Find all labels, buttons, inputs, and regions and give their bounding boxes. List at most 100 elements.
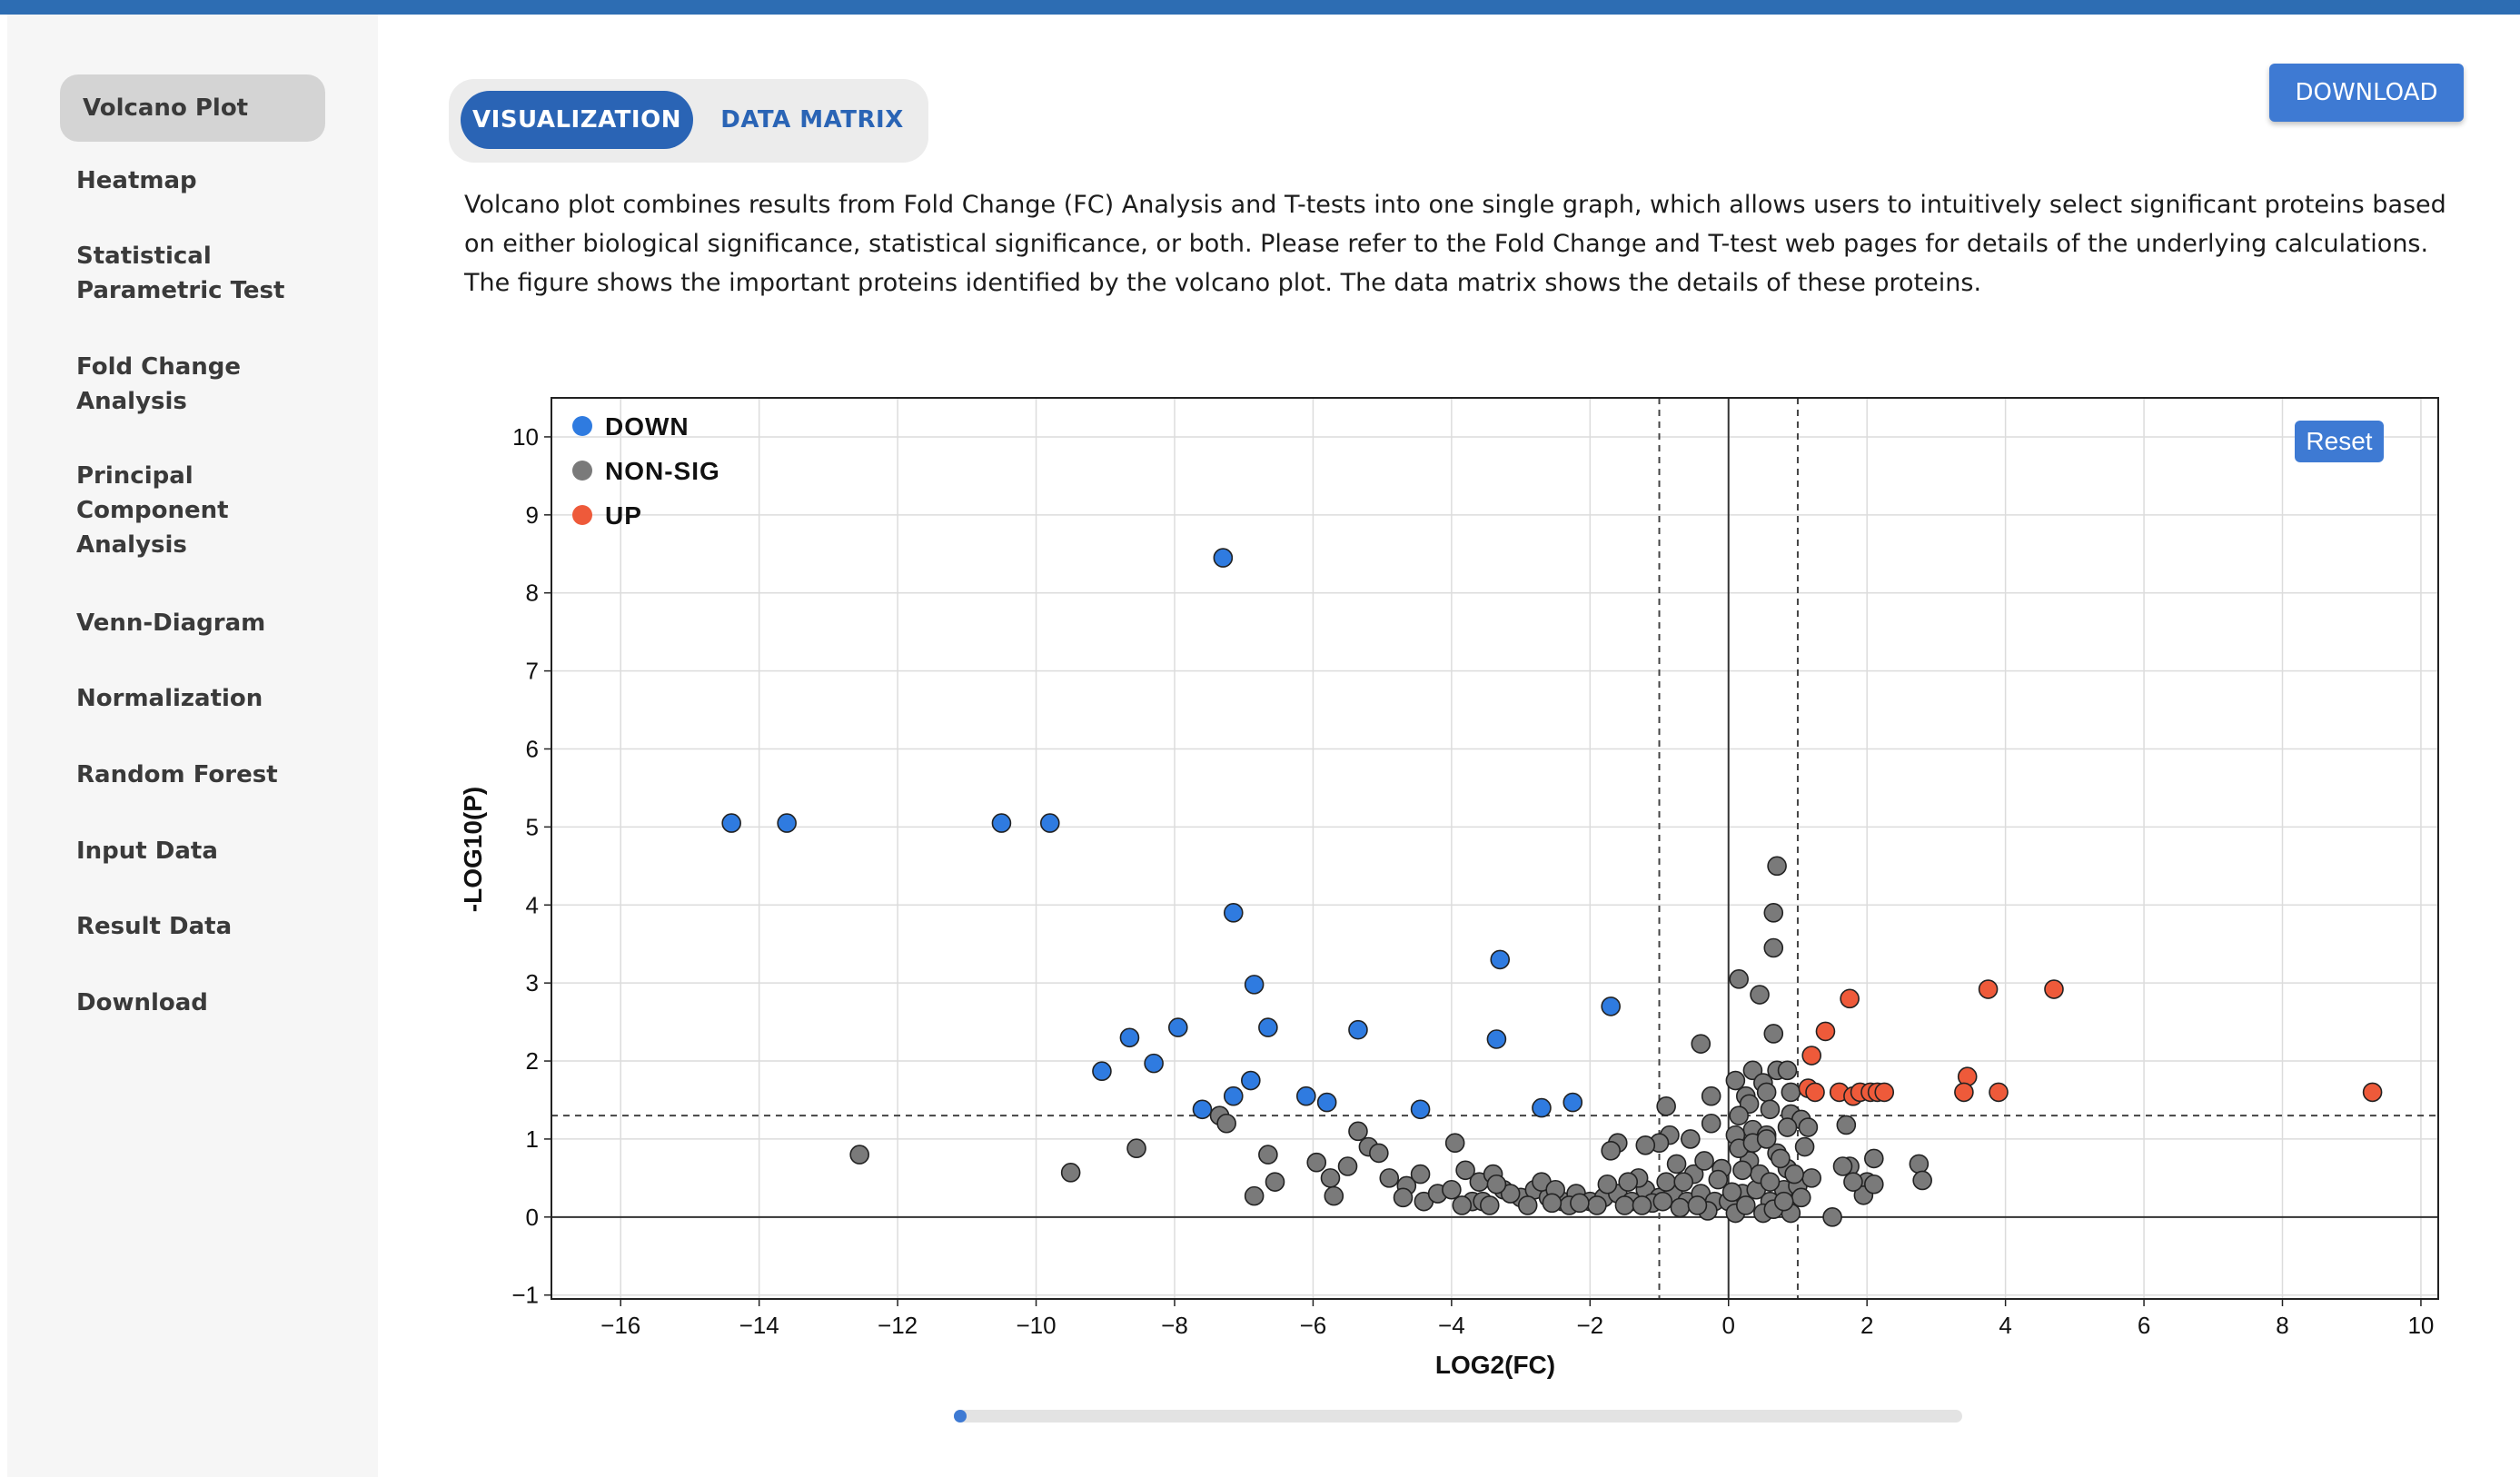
data-point-non-sig (1798, 1117, 1819, 1137)
sidebar-item-venn-diagram[interactable]: Venn-Diagram (76, 606, 342, 640)
reference-lines (551, 398, 2438, 1299)
data-point-non-sig (1777, 1060, 1798, 1081)
plot-frame (551, 397, 2439, 1300)
data-point-non-sig (1216, 1113, 1236, 1134)
data-point-non-sig (1694, 1151, 1714, 1171)
data-point-down (1563, 1092, 1583, 1113)
data-point-non-sig (1618, 1172, 1639, 1192)
data-point-non-sig (1379, 1168, 1400, 1188)
data-point-down (1490, 949, 1511, 970)
data-point-non-sig (1732, 1160, 1752, 1181)
sidebar-item-download[interactable]: Download (76, 986, 342, 1020)
sidebar-item-label: Statistical (76, 243, 212, 270)
top-banner (0, 0, 2520, 15)
data-point-non-sig (1393, 1187, 1414, 1208)
data-point-non-sig (1652, 1191, 1673, 1212)
x-tick-label: 8 (2276, 1312, 2288, 1339)
data-point-non-sig (1725, 1070, 1746, 1091)
data-point-non-sig (1452, 1195, 1473, 1215)
data-point-non-sig (1701, 1085, 1721, 1106)
data-point-non-sig (1337, 1156, 1358, 1176)
data-point-non-sig (1244, 1185, 1265, 1206)
sidebar-item-input-data[interactable]: Input Data (76, 834, 342, 868)
data-point-non-sig (1126, 1138, 1146, 1159)
legend-marker-up (572, 505, 592, 525)
data-point-up (1805, 1082, 1825, 1103)
data-point-non-sig (1656, 1096, 1676, 1116)
view-tabs: VISUALIZATION DATA MATRIX (449, 79, 928, 163)
scrollbar-thumb[interactable] (954, 1410, 967, 1422)
data-point-non-sig (1632, 1195, 1652, 1215)
data-point-down (1167, 1017, 1188, 1037)
data-point-non-sig (1258, 1145, 1278, 1165)
y-tick-label: −1 (511, 1282, 539, 1309)
data-point-down (1532, 1097, 1552, 1118)
data-point-non-sig (1542, 1193, 1563, 1214)
data-point-non-sig (1570, 1193, 1590, 1214)
data-point-up (1815, 1021, 1836, 1042)
x-tick-label: −6 (1300, 1312, 1327, 1339)
axes: −16 −14 −12 −10 −8 −6 −4 −2 0 2 4 6 8 10−101234567891… (511, 397, 2439, 1339)
data-point-up (2044, 979, 2064, 999)
data-point-down (1039, 813, 1060, 833)
data-point-down (1244, 975, 1265, 995)
data-point-up (1978, 979, 1999, 999)
y-axis-label: -LOG10(P) (459, 787, 487, 912)
reset-button-bg[interactable] (2295, 421, 2384, 462)
legend-marker-down (572, 416, 592, 436)
y-tick-label: 6 (526, 735, 539, 762)
sidebar-item-label: Venn-Diagram (76, 610, 266, 637)
data-point-non-sig (1666, 1154, 1687, 1175)
tab-visualization[interactable]: VISUALIZATION (461, 91, 693, 149)
data-point-non-sig (1767, 856, 1787, 877)
data-point-non-sig (1708, 1169, 1729, 1190)
x-tick-label: 4 (1999, 1312, 2011, 1339)
data-point-non-sig (1771, 1148, 1791, 1169)
data-point-non-sig (1763, 1024, 1784, 1044)
data-point-non-sig (1060, 1163, 1081, 1183)
data-point-down (1316, 1092, 1337, 1113)
data-point-non-sig (1691, 1034, 1711, 1054)
sidebar-item-label: Component (76, 497, 229, 524)
data-point-non-sig (1760, 1099, 1781, 1120)
sidebar-item-label: Input Data (76, 838, 218, 865)
data-point-down (1601, 996, 1621, 1016)
data-point-non-sig (1836, 1115, 1857, 1135)
sidebar-item-heatmap[interactable]: Heatmap (76, 164, 342, 198)
data-point-non-sig (1670, 1197, 1691, 1218)
x-tick-label: −4 (1438, 1312, 1465, 1339)
data-point-non-sig (1729, 1105, 1749, 1125)
data-point-non-sig (1864, 1174, 1884, 1194)
data-point-down (1192, 1099, 1213, 1120)
sidebar-item-principal-component-analysis[interactable]: Principal Component Analysis (76, 459, 342, 562)
horizontal-scrollbar[interactable] (954, 1410, 1962, 1422)
data-point-non-sig (1614, 1195, 1635, 1215)
x-tick-label: 0 (1722, 1312, 1735, 1339)
data-point-down (721, 813, 741, 833)
data-point-non-sig (1601, 1141, 1621, 1161)
data-point-non-sig (849, 1145, 869, 1165)
data-point-non-sig (1587, 1195, 1607, 1215)
data-point-non-sig (1750, 985, 1770, 1005)
sidebar-item-label: Parametric Test (76, 277, 285, 304)
data-point-down (1223, 903, 1244, 923)
sidebar-item-fold-change-analysis[interactable]: Fold Change Analysis (76, 350, 342, 419)
x-tick-label: −12 (878, 1312, 918, 1339)
data-point-non-sig (1909, 1154, 1930, 1175)
x-tick-label: 10 (2407, 1312, 2434, 1339)
sidebar-item-volcano-plot[interactable]: Volcano Plot (60, 74, 325, 142)
reset-button-label[interactable]: Reset (2306, 427, 2372, 455)
tab-data-matrix[interactable]: DATA MATRIX (720, 106, 904, 134)
sidebar-item-label: Heatmap (76, 167, 197, 194)
data-point-non-sig (1701, 1113, 1721, 1134)
sidebar-item-statistical-parametric-test[interactable]: Statistical Parametric Test (76, 239, 342, 308)
sidebar-item-random-forest[interactable]: Random Forest (76, 758, 342, 792)
download-button[interactable]: DOWNLOAD (2269, 64, 2464, 122)
plot-background (551, 398, 2438, 1299)
sidebar-item-label: Download (76, 989, 208, 1016)
sidebar-item-normalization[interactable]: Normalization (76, 681, 342, 716)
y-tick-label: 10 (512, 423, 539, 451)
sidebar (7, 15, 378, 1477)
reset-button[interactable]: Reset (2295, 421, 2384, 462)
sidebar-item-result-data[interactable]: Result Data (76, 909, 342, 944)
